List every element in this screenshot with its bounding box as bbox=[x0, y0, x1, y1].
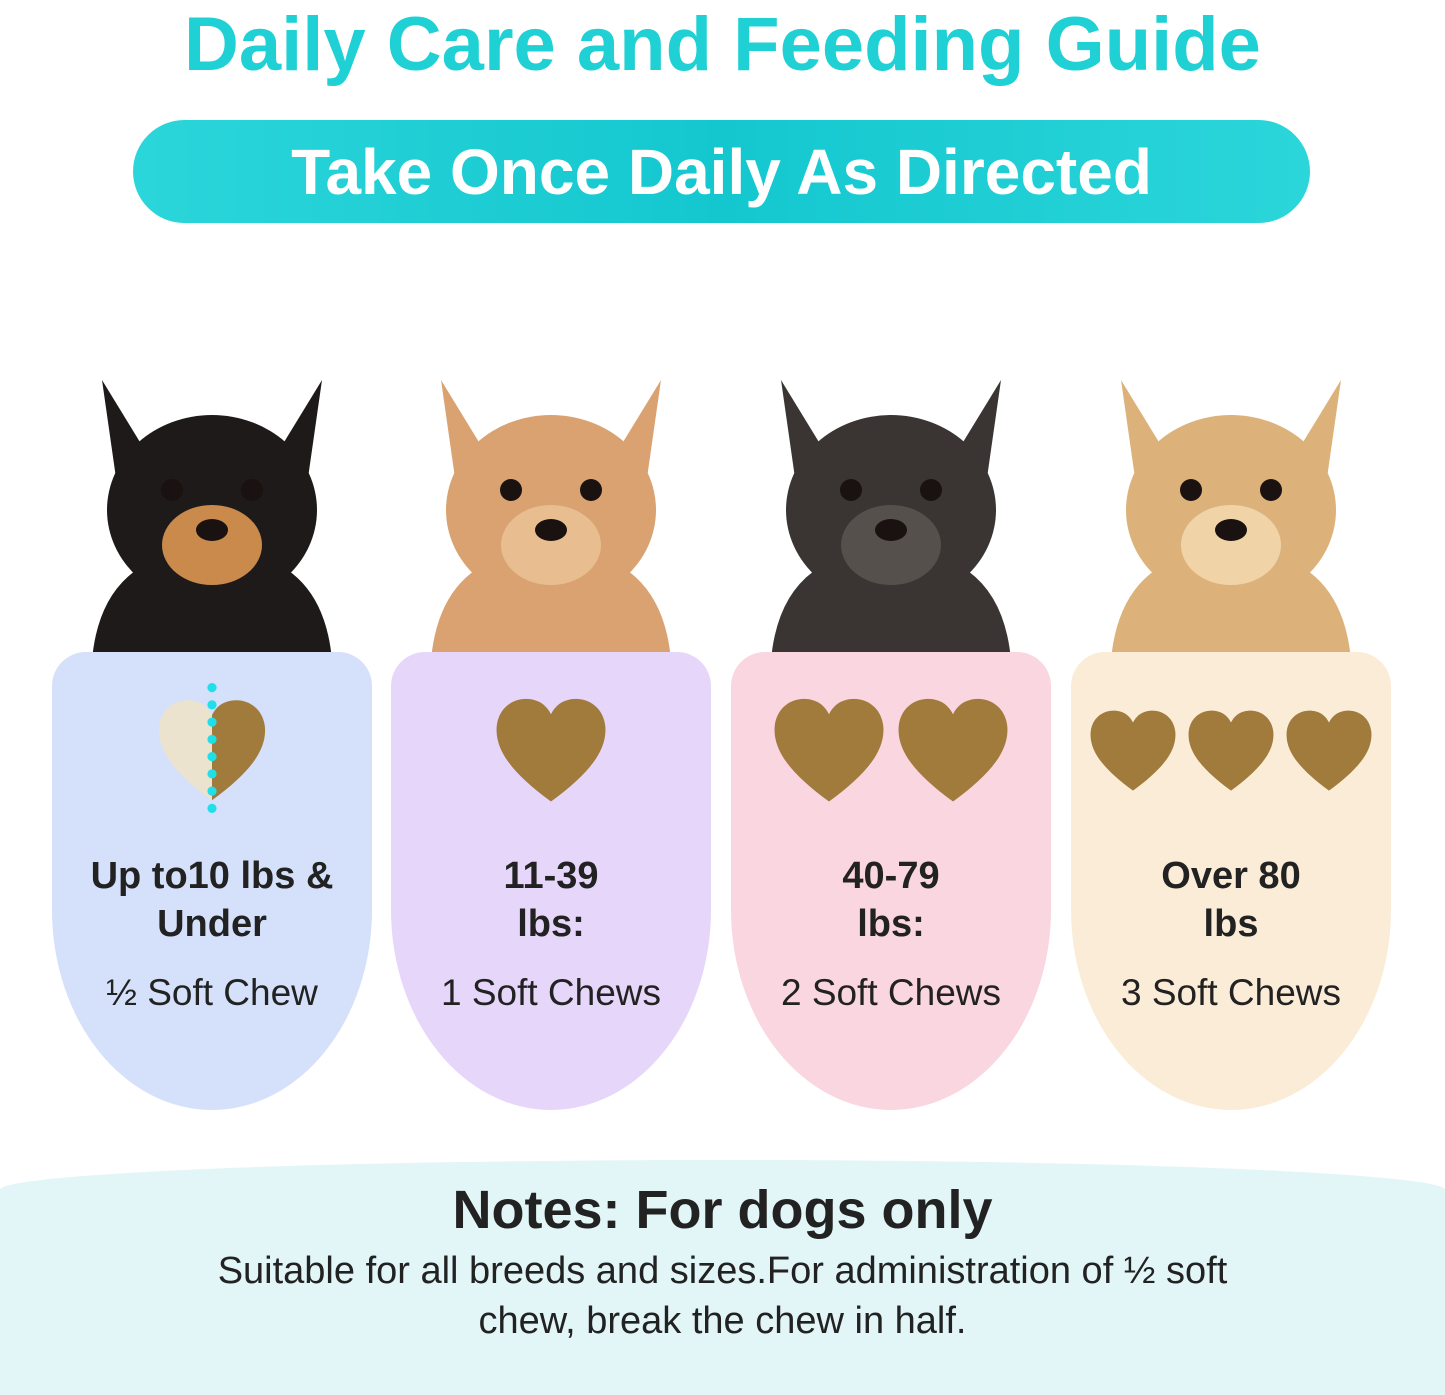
dosage-banner: Take Once Daily As Directed bbox=[133, 120, 1310, 223]
chew-icons bbox=[731, 652, 1051, 852]
chew-icons bbox=[1071, 652, 1391, 852]
page-title: Daily Care and Feeding Guide bbox=[184, 2, 1261, 87]
dose-amount: 3 Soft Chews bbox=[1120, 972, 1342, 1013]
dose-amount: 2 Soft Chews bbox=[780, 972, 1002, 1013]
banner-text: Take Once Daily As Directed bbox=[291, 135, 1152, 208]
notes-text: Suitable for all breeds and sizes.For ad… bbox=[217, 1250, 1228, 1342]
soft-chew-icon bbox=[774, 698, 884, 802]
dosage-card-toy-poodle: 11-39 lbs: 1 Soft Chews bbox=[391, 652, 711, 1110]
toy-poodle-photo bbox=[401, 320, 701, 665]
notes-section: Notes: For dogs only Suitable for all br… bbox=[0, 1160, 1445, 1395]
soft-chew-icon bbox=[496, 698, 606, 802]
dosage-card-chihuahua: Up to10 lbs & Under ½ Soft Chew bbox=[52, 652, 372, 1110]
notes-title: Notes: For dogs only bbox=[452, 1180, 993, 1240]
chew-icons bbox=[52, 652, 372, 852]
dose-amount: 1 Soft Chews bbox=[440, 972, 662, 1013]
weight-range: 11-39 lbs: bbox=[503, 855, 599, 945]
golden-retriever-photo bbox=[1081, 320, 1381, 665]
soft-chew-icon bbox=[898, 698, 1008, 802]
weight-range: Over 80 lbs bbox=[1161, 855, 1301, 945]
dose-amount: ½ Soft Chew bbox=[106, 972, 318, 1013]
half-chew-icon bbox=[159, 683, 265, 813]
soft-chew-icon bbox=[1286, 710, 1372, 791]
soft-chew-icon bbox=[1090, 710, 1176, 791]
soft-chew-icon bbox=[1188, 710, 1274, 791]
weight-range: 40-79 lbs: bbox=[842, 855, 940, 945]
weight-range: Up to10 lbs & Under bbox=[90, 855, 334, 945]
chihuahua-photo bbox=[62, 320, 362, 665]
dosage-card-french-bulldog: 40-79 lbs: 2 Soft Chews bbox=[731, 652, 1051, 1110]
dosage-card-golden-retriever: Over 80 lbs 3 Soft Chews bbox=[1071, 652, 1391, 1110]
french-bulldog-photo bbox=[741, 320, 1041, 665]
chew-icons bbox=[391, 652, 711, 852]
